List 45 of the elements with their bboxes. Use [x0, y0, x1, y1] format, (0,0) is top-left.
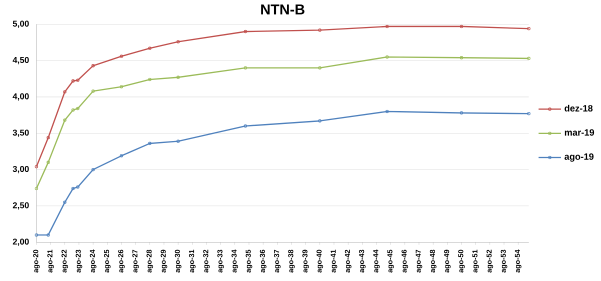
point — [120, 85, 124, 89]
point — [76, 107, 80, 110]
point — [46, 160, 50, 164]
point — [318, 28, 322, 32]
point — [244, 124, 248, 128]
point — [176, 140, 180, 144]
point — [63, 200, 66, 204]
y-tick-label: 3,50 — [12, 130, 29, 138]
point — [120, 54, 124, 58]
point — [91, 90, 95, 93]
point — [176, 76, 180, 80]
point — [76, 78, 80, 82]
point — [91, 168, 95, 172]
point — [63, 90, 66, 94]
point — [71, 79, 75, 83]
y-tick-label: 4,00 — [12, 93, 29, 101]
y-tick-label: 5,00 — [12, 20, 29, 28]
legend-label: ago-19 — [564, 154, 594, 162]
point — [244, 66, 248, 70]
point — [460, 111, 464, 115]
point — [385, 56, 389, 59]
point — [148, 46, 152, 50]
point — [91, 64, 95, 68]
point — [385, 110, 389, 114]
y-tick-label: 4,50 — [12, 57, 29, 64]
y-tick-label: 2,50 — [12, 202, 29, 210]
point — [76, 186, 80, 189]
point — [63, 118, 66, 122]
y-tick-label: 2,00 — [12, 238, 29, 246]
point — [71, 187, 75, 190]
point — [385, 24, 389, 28]
point — [176, 40, 180, 44]
chart-title: NTN-B — [261, 4, 304, 15]
point — [244, 30, 248, 34]
legend-label: mar-19 — [564, 129, 594, 136]
point — [148, 142, 152, 146]
point — [318, 119, 322, 123]
legend-label: dez-18 — [564, 104, 593, 112]
y-tick-label: 3,00 — [12, 166, 29, 174]
point — [46, 136, 50, 140]
point — [148, 78, 152, 82]
point — [120, 154, 124, 158]
point — [318, 66, 322, 70]
point — [460, 56, 464, 60]
point — [46, 234, 50, 237]
